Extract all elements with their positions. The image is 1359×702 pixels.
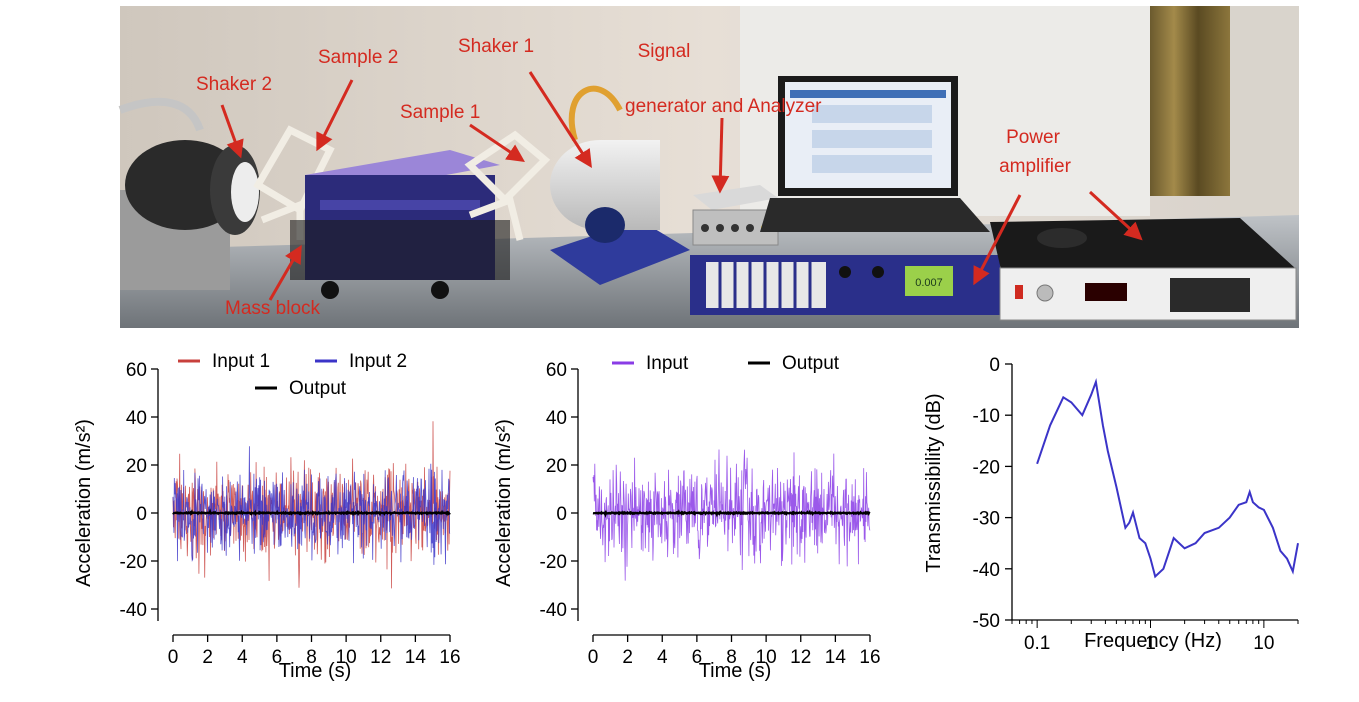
series-input [592,449,871,581]
x-tick-label: 12 [370,647,391,668]
vibration-controller: 0.007 [690,255,1000,315]
annotation-arrows [220,71,1143,301]
y-tick-label: 60 [546,360,567,381]
legend-label: Output [782,353,840,374]
x-axis-label: Time (s) [699,660,772,682]
axes: 0 -10 -20 -30 -40 -50 0.1 1 10 [973,355,1299,654]
x-tick-label: 1 [1145,633,1156,654]
y-tick-label: -40 [973,560,1000,581]
y-tick-label: 0 [556,504,567,525]
label-shaker-2: Shaker 2 [196,74,272,95]
x-tick-label: 10 [1253,633,1274,654]
x-tick-label: 2 [622,647,633,668]
mass-block [290,150,510,299]
label-shaker-1: Shaker 1 [458,36,534,57]
y-tick-label: -20 [120,552,147,573]
y-tick-label: 0 [136,504,147,525]
plot-area [592,449,871,581]
axes: -40 -20 0 20 40 60 0 2 4 6 8 10 12 14 16 [120,360,460,668]
y-tick-label: 40 [546,408,567,429]
x-tick-label: 0.1 [1024,633,1050,654]
label-sample-2: Sample 2 [318,47,398,68]
y-tick-label: -20 [540,552,567,573]
x-tick-label: 14 [405,647,427,668]
x-tick-label: 8 [306,647,317,668]
x-tick-label: 2 [202,647,213,668]
legend-label: Output [289,378,347,399]
y-tick-label: -30 [973,509,1000,530]
chart-transmissibility: 0 -10 -20 -30 -40 -50 0.1 1 10 Transmissibility … [923,355,1299,654]
x-tick-label: 0 [168,647,179,668]
label-power-line2: amplifier [999,156,1071,177]
laptop [760,76,990,232]
x-tick-label: 6 [272,647,283,668]
x-tick-label: 0 [588,647,599,668]
legend-label: Input 1 [212,351,270,372]
x-axis-label: Time (s) [279,660,352,682]
label-signal-line2: generator and Analyzer [625,96,822,117]
label-power-line1: Power [1006,127,1061,148]
x-tick-label: 4 [657,647,668,668]
shaker-2 [118,97,260,290]
y-tick-label: -20 [973,457,1000,478]
series-transmissibility [1036,377,1299,579]
amp-display: 0.007 [915,277,943,289]
y-tick-label: -40 [540,600,567,621]
y-tick-label: -40 [120,600,147,621]
x-tick-label: 14 [825,647,847,668]
y-tick-label: -10 [973,406,1000,427]
experimental-setup-photo: 0.007 Shaker 2 Sample 2 Shaker 1 Sample … [118,6,1299,328]
axes: -40 -20 0 20 40 60 0 2 4 6 8 10 12 14 16 [540,360,880,668]
wall-right [1230,6,1299,226]
y-tick-label: 0 [989,355,1000,376]
plot-area [1036,377,1299,579]
legend-label: Input 2 [349,351,407,372]
shaker-1 [550,85,690,285]
x-tick-label: 10 [756,647,777,668]
y-tick-label: 20 [126,456,147,477]
label-signal-line1: Signal [638,41,691,62]
power-amplifier [990,218,1297,321]
x-tick-label: 16 [439,647,460,668]
x-tick-label: 8 [726,647,737,668]
x-tick-label: 10 [336,647,357,668]
series-input-2 [172,446,451,565]
legend-label: Input [646,353,689,374]
y-tick-label: 40 [126,408,147,429]
series-output [172,508,451,517]
plot-area [172,421,451,589]
series-output [592,509,871,519]
curtain [1150,6,1230,196]
label-sample-1: Sample 1 [400,102,480,123]
y-axis-label: Acceleration (m/s²) [493,419,515,587]
x-axis-label: Frequency (Hz) [1084,630,1222,652]
y-tick-label: -50 [973,611,1000,632]
chart-time-input: -40 -20 0 20 40 60 0 2 4 6 8 10 12 14 16 Input Output A… [493,353,880,682]
legend: Input Output [612,353,840,374]
x-tick-label: 4 [237,647,248,668]
y-axis-label: Acceleration (m/s²) [73,419,95,587]
y-tick-label: 20 [546,456,567,477]
x-tick-label: 12 [790,647,811,668]
y-axis-label: Transmissibility (dB) [923,393,945,572]
label-mass-block: Mass block [225,298,321,319]
x-tick-label: 16 [859,647,880,668]
x-tick-label: 6 [692,647,703,668]
y-tick-label: 60 [126,360,147,381]
